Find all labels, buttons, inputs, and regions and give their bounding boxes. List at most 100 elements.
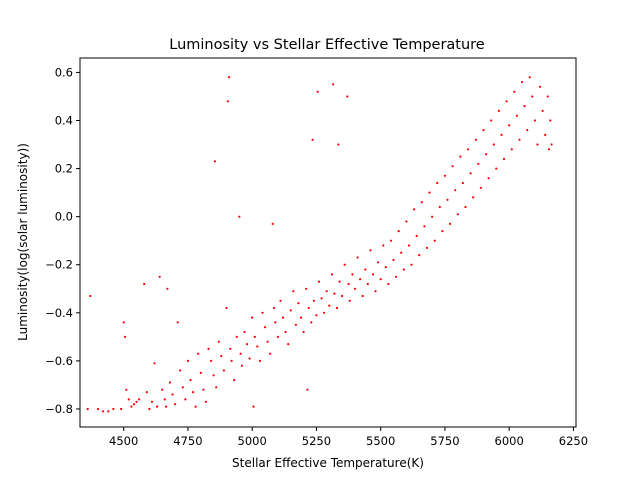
data-point xyxy=(428,191,431,194)
data-point xyxy=(433,239,436,242)
data-point xyxy=(163,398,166,401)
data-point xyxy=(181,386,184,389)
data-point xyxy=(251,316,254,319)
data-point xyxy=(158,275,161,278)
data-point xyxy=(508,124,511,127)
data-point xyxy=(258,359,261,362)
data-point xyxy=(253,335,256,338)
data-point xyxy=(271,222,274,225)
data-point xyxy=(405,220,408,223)
data-point xyxy=(184,398,187,401)
data-point xyxy=(431,215,434,218)
data-point xyxy=(533,119,537,122)
data-point xyxy=(194,405,197,408)
data-point xyxy=(544,133,547,136)
data-point xyxy=(240,364,243,367)
data-point xyxy=(479,186,482,189)
data-point xyxy=(127,398,130,401)
data-point xyxy=(474,138,477,141)
data-point xyxy=(418,254,421,257)
data-point xyxy=(461,181,464,185)
data-point xyxy=(407,244,411,247)
data-point xyxy=(312,299,315,302)
data-point xyxy=(148,407,151,411)
y-tick-label: −0.6 xyxy=(45,354,73,368)
data-point xyxy=(547,148,551,151)
data-point xyxy=(353,287,357,290)
data-point xyxy=(449,222,452,225)
data-point xyxy=(335,306,339,310)
y-tick-label: 0.4 xyxy=(55,114,73,128)
data-point xyxy=(96,407,100,411)
data-point xyxy=(538,85,542,88)
data-point xyxy=(487,177,490,180)
x-tick-label: 6250 xyxy=(559,434,588,448)
data-point xyxy=(213,160,216,163)
data-point xyxy=(351,273,354,276)
data-point xyxy=(315,314,318,317)
data-point xyxy=(150,400,154,403)
data-point xyxy=(212,374,215,377)
y-axis-label: Luminosity(log(solar luminosity)) xyxy=(16,143,30,341)
data-point xyxy=(125,388,128,391)
data-point xyxy=(325,290,328,293)
data-point xyxy=(550,143,553,146)
data-point xyxy=(239,352,242,355)
data-point xyxy=(443,174,446,177)
data-point xyxy=(215,386,218,389)
data-point xyxy=(220,355,223,358)
data-point xyxy=(505,100,508,103)
data-point xyxy=(389,239,393,242)
data-point xyxy=(541,109,544,112)
data-point xyxy=(279,299,282,302)
data-point xyxy=(374,290,377,293)
x-axis-ticks: 4500 4750 5000 5250 5500 5750 6000 6250 xyxy=(109,427,588,448)
y-tick-label: −0.2 xyxy=(45,258,73,272)
data-point xyxy=(379,278,382,281)
data-point xyxy=(235,335,238,338)
data-point xyxy=(356,256,359,259)
data-point xyxy=(454,189,457,192)
data-point xyxy=(284,330,287,334)
data-point xyxy=(459,155,462,158)
data-point xyxy=(161,388,164,391)
data-point xyxy=(518,138,521,141)
data-point xyxy=(451,165,454,168)
data-point xyxy=(86,407,89,411)
data-point xyxy=(306,388,309,391)
data-point xyxy=(186,359,189,362)
data-point xyxy=(469,172,472,175)
data-point xyxy=(347,282,350,286)
data-point xyxy=(153,362,156,365)
data-point xyxy=(402,268,405,271)
data-point xyxy=(102,410,105,413)
data-point xyxy=(400,251,403,254)
data-point xyxy=(446,198,449,201)
data-point xyxy=(135,400,138,403)
data-point xyxy=(441,230,444,233)
y-tick-label: 0.6 xyxy=(55,65,73,79)
data-point xyxy=(425,246,428,249)
data-point xyxy=(392,258,395,261)
data-point xyxy=(156,405,159,408)
y-tick-label: 0.0 xyxy=(55,210,73,224)
data-point xyxy=(477,162,480,165)
data-point xyxy=(497,109,500,112)
data-point xyxy=(256,345,259,348)
data-point xyxy=(310,321,313,324)
data-point xyxy=(226,100,229,103)
data-point xyxy=(330,273,333,276)
data-point xyxy=(199,371,202,374)
data-point xyxy=(513,90,516,93)
data-point xyxy=(202,388,205,391)
data-point xyxy=(366,282,369,286)
data-point xyxy=(122,321,125,324)
data-point xyxy=(343,263,346,266)
data-point xyxy=(528,76,531,79)
data-point xyxy=(361,294,364,298)
data-point xyxy=(323,311,326,314)
data-point xyxy=(510,148,513,151)
data-point xyxy=(482,129,485,132)
data-point xyxy=(281,316,285,319)
data-point xyxy=(531,95,534,98)
